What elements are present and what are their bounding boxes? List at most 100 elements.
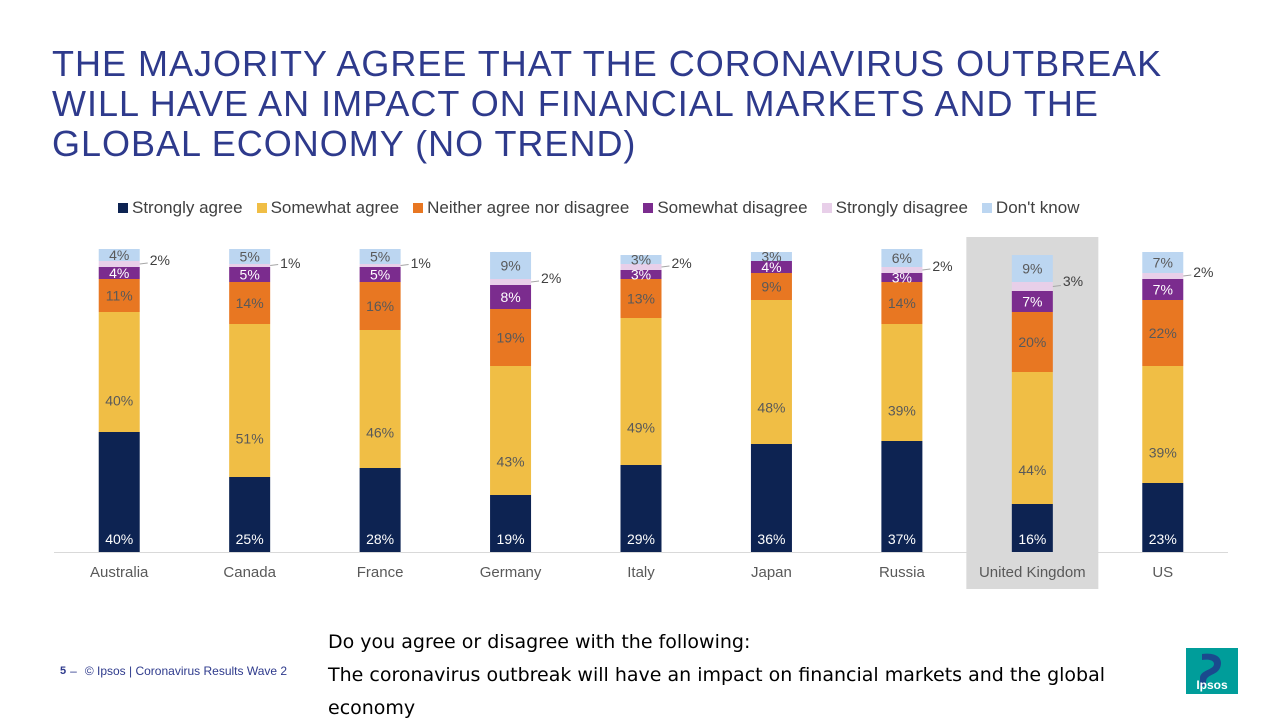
bar-segment	[359, 264, 401, 267]
legend-label: Neither agree nor disagree	[427, 198, 630, 217]
data-label: 2%	[541, 270, 561, 286]
bar-segment	[1011, 312, 1053, 372]
data-label: 3%	[631, 252, 651, 268]
bar-segment	[490, 309, 532, 366]
data-label: 19%	[497, 531, 525, 547]
bar-segment	[229, 264, 271, 267]
bar-segment	[1142, 300, 1184, 366]
data-label: 14%	[236, 295, 264, 311]
bar-segment	[1011, 372, 1053, 504]
bar-segment	[1142, 273, 1184, 279]
bar-segment	[750, 261, 792, 273]
legend-label: Somewhat disagree	[657, 198, 808, 217]
legend-swatch	[256, 203, 267, 213]
legend-label: Strongly disagree	[835, 198, 968, 217]
survey-question: Do you agree or disagree with the follow…	[328, 626, 1178, 725]
data-label: 23%	[1149, 531, 1177, 547]
data-label: 3%	[892, 270, 912, 286]
bar-segment	[620, 270, 662, 279]
slide-title: THE MAJORITY AGREE THAT THE CORONAVIRUS …	[52, 44, 1252, 164]
bar-segment	[881, 282, 923, 324]
data-label: 5%	[240, 249, 260, 265]
data-label: 1%	[280, 255, 300, 271]
data-label: 8%	[500, 289, 520, 305]
data-label: 13%	[627, 291, 655, 307]
legend-label: Somewhat agree	[270, 198, 400, 217]
data-label: 6%	[892, 250, 912, 266]
data-label: 2%	[1193, 264, 1213, 280]
category-label: Germany	[480, 564, 542, 581]
bar-segment	[1142, 279, 1184, 300]
data-label: 28%	[366, 531, 394, 547]
category-label: Australia	[90, 564, 149, 581]
category-label: US	[1152, 564, 1173, 581]
data-label: 39%	[1149, 444, 1177, 460]
bar-segment	[881, 324, 923, 441]
data-label: 39%	[888, 402, 916, 418]
bar-segment	[620, 264, 662, 270]
bar-segment	[1011, 282, 1053, 291]
bar-segment	[98, 312, 140, 432]
data-label: 9%	[761, 279, 781, 295]
bar-segment	[1142, 252, 1184, 273]
data-label: 14%	[888, 295, 916, 311]
data-label: 3%	[1063, 273, 1083, 289]
data-label: 49%	[627, 420, 655, 436]
legend-swatch	[643, 203, 654, 213]
bar-segment	[490, 279, 532, 285]
data-label: 20%	[1018, 334, 1046, 350]
category-label: Canada	[223, 564, 276, 581]
bar-segment	[1142, 483, 1184, 552]
data-label: 4%	[109, 247, 129, 263]
data-label: 2%	[932, 258, 952, 274]
data-label: 9%	[1022, 261, 1042, 277]
label-leader-line	[661, 265, 670, 268]
bar-segment	[750, 273, 792, 300]
footer-dash: –	[70, 664, 77, 678]
label-leader-line	[1183, 274, 1192, 277]
question-line: Do you agree or disagree with the follow…	[328, 631, 751, 653]
data-label: 7%	[1153, 282, 1173, 298]
data-label: 37%	[888, 531, 916, 547]
bar-segment	[490, 285, 532, 309]
bar-segment	[881, 267, 923, 273]
legend-label: Don't know	[995, 198, 1080, 217]
data-label: 51%	[236, 430, 264, 446]
data-label: 7%	[1153, 255, 1173, 271]
label-leader-line	[1052, 285, 1061, 287]
bar-segment	[1011, 291, 1053, 312]
data-label: 40%	[105, 531, 133, 547]
bar-segment	[359, 282, 401, 330]
bar-segment	[750, 444, 792, 552]
data-label: 46%	[366, 425, 394, 441]
bar-segment	[620, 318, 662, 465]
footer: 5 – © Ipsos | Coronavirus Results Wave 2	[60, 664, 287, 678]
ipsos-logo-text: Ipsos	[1196, 678, 1228, 692]
legend-swatch	[821, 203, 832, 213]
data-label: 44%	[1018, 462, 1046, 478]
data-label: 7%	[1022, 294, 1042, 310]
bar-segment	[359, 468, 401, 552]
bar-segment	[1011, 255, 1053, 282]
chart-legend: Strongly agree Somewhat agree Neither agre…	[118, 198, 1094, 218]
bar-segment	[881, 273, 923, 282]
data-label: 2%	[672, 255, 692, 271]
label-leader-line	[270, 264, 279, 266]
data-label: 9%	[500, 258, 520, 274]
title-line: GLOBAL ECONOMY (NO TREND)	[52, 123, 637, 164]
bar-segment	[98, 249, 140, 261]
bar-segment	[750, 252, 792, 261]
bar-segment	[881, 249, 923, 267]
ipsos-logo: Ipsos	[1186, 648, 1238, 694]
data-label: 22%	[1149, 325, 1177, 341]
bar-segment	[1142, 366, 1184, 483]
category-label: United Kingdom	[979, 564, 1086, 581]
data-label: 40%	[105, 393, 133, 409]
data-label: 5%	[370, 249, 390, 265]
title-line: THE MAJORITY AGREE THAT THE CORONAVIRUS …	[52, 43, 1163, 84]
legend-swatch	[413, 203, 424, 213]
data-label: 11%	[106, 288, 133, 304]
bar-segment	[229, 477, 271, 552]
data-label: 1%	[411, 255, 431, 271]
data-label: 16%	[366, 298, 394, 314]
